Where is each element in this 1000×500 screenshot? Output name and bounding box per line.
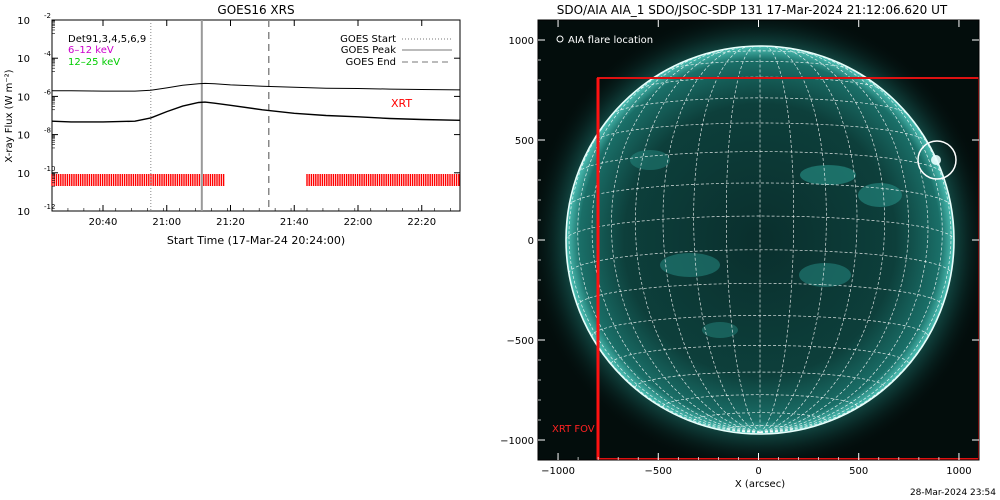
longitude-line: [591, 50, 761, 433]
longitude-line: [662, 46, 761, 433]
xrt-coverage-segment: [306, 174, 460, 186]
longitude-line: [759, 46, 858, 433]
flare-legend-symbol: [556, 35, 564, 43]
aia-y-tick-label: 0: [528, 236, 534, 247]
goes-x-tick-label: 22:20: [407, 217, 436, 228]
footer-timestamp: 28-Mar-2024 23:54: [910, 488, 996, 498]
aia-x-tick-label: 500: [849, 466, 868, 477]
longitude-line: [725, 46, 761, 433]
solar-limb: [565, 45, 955, 435]
goes-x-tick-label: 22:00: [344, 217, 373, 228]
legend-12-25kev: 12–25 keV: [68, 57, 120, 68]
goes-x-tick-label: 21:20: [216, 217, 245, 228]
goes-x-tick-label: 21:00: [152, 217, 181, 228]
longitude-line: [759, 46, 827, 433]
aia-x-tick-label: 1000: [946, 466, 971, 477]
goes-y-axis-label: X-ray Flux (W m⁻²): [4, 69, 15, 162]
goes-y-tick-exponent: -10: [44, 165, 55, 173]
xrt-fov-label: XRT FOV: [552, 424, 595, 435]
longitude-line: [759, 56, 943, 433]
goes-short-channel-curve: [52, 101, 460, 123]
latitude-line: [725, 425, 795, 430]
goes-y-tick-label: 10: [17, 92, 30, 103]
goes-y-axis-label-group: X-ray Flux (W m⁻²): [4, 69, 15, 162]
goes-y-tick-exponent: -4: [44, 50, 52, 58]
xrt-coverage-segment: [51, 174, 225, 186]
aia-y-tick-label: 1000: [509, 36, 534, 47]
goes-y-tick-exponent: -2: [44, 12, 51, 20]
aia-axes: −1000 −500 0 500 1000 1000 500 0 −500 −1000: [500, 20, 979, 477]
longitude-line: [693, 46, 761, 433]
goes-y-tick-label: 10: [17, 207, 30, 218]
goes-title: GOES16 XRS: [217, 3, 294, 17]
flare-bright-kernel: [931, 155, 941, 165]
goes-legend-right: GOES Start GOES Peak GOES End: [340, 34, 452, 68]
active-region-5: [630, 150, 670, 170]
aia-y-tick-label: −500: [507, 336, 534, 347]
goes-x-tick-label: 21:40: [280, 217, 309, 228]
heliographic-grid: [566, 46, 954, 433]
goes-y-tick-exponent: -6: [44, 88, 52, 96]
goes-x-tick-label: 20:40: [89, 217, 118, 228]
legend-6-12kev: 6–12 keV: [68, 45, 114, 56]
latitude-line: [636, 76, 884, 91]
aia-x-tick-label: −1000: [541, 466, 575, 477]
latitude-line: [611, 97, 909, 115]
legend-goes-end: GOES End: [346, 57, 396, 68]
active-region-4: [799, 263, 851, 287]
goes-y-tick-exponent: -8: [44, 127, 51, 135]
longitude-line: [577, 56, 761, 433]
aia-y-tick-label: −1000: [500, 436, 534, 447]
longitude-line: [634, 47, 761, 433]
longitude-line: [568, 81, 761, 433]
flare-location-marker: [917, 140, 957, 180]
aia-title: SDO/AIA AIA_1 SDO/JSOC-SDP 131 17-Mar-20…: [557, 3, 948, 17]
aia-y-tick-label: 500: [515, 136, 534, 147]
goes-panel: GOES16 XRS X-ray Flux (W m⁻²) Start Time…: [4, 3, 461, 247]
goes-y-tick-label: 10: [17, 16, 30, 27]
longitude-line: [759, 50, 929, 433]
aia-active-regions: [630, 150, 902, 338]
legend-goes-start: GOES Start: [340, 34, 396, 45]
longitude-line: [759, 47, 886, 433]
legend-goes-peak: GOES Peak: [341, 45, 396, 56]
longitude-line: [759, 48, 909, 433]
active-region-6: [702, 322, 738, 338]
goes-plot-area: 10 -2 10 -4 10 -6 10 -8 10 -10 10 -12 20:40 21:00 21:2…: [17, 12, 461, 228]
goes-y-tick-label: 10: [17, 54, 30, 65]
aia-panel: SDO/AIA AIA_1 SDO/JSOC-SDP 131 17-Mar-20…: [500, 3, 980, 490]
longitude-line: [759, 81, 952, 433]
goes-long-channel-curve: [52, 82, 460, 92]
goes-y-tick-label: 10: [17, 131, 30, 142]
goes-legend-left: Det91,3,4,5,6,9 6–12 keV 12–25 keV: [68, 34, 146, 68]
active-region-1: [800, 165, 856, 185]
goes-x-axis-label: Start Time (17-Mar-24 20:24:00): [167, 234, 345, 247]
xrt-label: XRT: [391, 97, 412, 110]
active-region-2: [858, 183, 902, 207]
goes-y-tick-label: 10: [17, 169, 30, 180]
aia-x-axis-label: X (arcsec): [735, 479, 785, 490]
aia-image: XRT FOV AIA flare location: [538, 20, 979, 460]
legend-detectors: Det91,3,4,5,6,9: [68, 34, 146, 45]
flare-legend-label: AIA flare location: [568, 35, 653, 46]
aia-x-tick-label: 0: [755, 466, 761, 477]
active-region-3: [660, 253, 720, 277]
goes-y-tick-exponent: -12: [44, 203, 55, 211]
latitude-line: [693, 412, 827, 421]
longitude-line: [611, 48, 761, 433]
aia-x-tick-label: −500: [645, 466, 672, 477]
longitude-line: [759, 46, 795, 433]
